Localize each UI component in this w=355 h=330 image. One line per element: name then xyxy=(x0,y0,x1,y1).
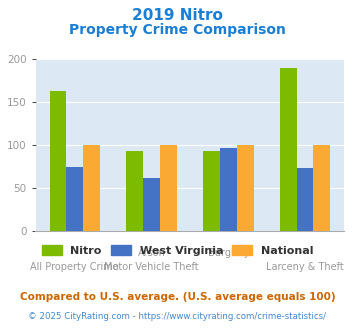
Text: Property Crime Comparison: Property Crime Comparison xyxy=(69,23,286,37)
Text: All Property Crime: All Property Crime xyxy=(31,262,119,272)
Bar xyxy=(237,145,253,231)
Text: 2019 Nitro: 2019 Nitro xyxy=(132,8,223,23)
Bar xyxy=(296,168,313,231)
Bar xyxy=(126,151,143,231)
Text: Compared to U.S. average. (U.S. average equals 100): Compared to U.S. average. (U.S. average … xyxy=(20,292,335,302)
Bar xyxy=(66,167,83,231)
Text: Larceny & Theft: Larceny & Theft xyxy=(266,262,344,272)
Bar xyxy=(83,145,100,231)
Bar xyxy=(143,178,160,231)
Text: Arson: Arson xyxy=(138,248,165,258)
Bar xyxy=(313,145,330,231)
Text: © 2025 CityRating.com - https://www.cityrating.com/crime-statistics/: © 2025 CityRating.com - https://www.city… xyxy=(28,312,327,321)
Bar xyxy=(280,68,296,231)
Legend: Nitro, West Virginia, National: Nitro, West Virginia, National xyxy=(37,241,318,260)
Text: Motor Vehicle Theft: Motor Vehicle Theft xyxy=(104,262,199,272)
Bar xyxy=(50,91,66,231)
Text: Burglary: Burglary xyxy=(208,248,249,258)
Bar xyxy=(220,148,237,231)
Bar xyxy=(160,145,177,231)
Bar xyxy=(203,151,220,231)
